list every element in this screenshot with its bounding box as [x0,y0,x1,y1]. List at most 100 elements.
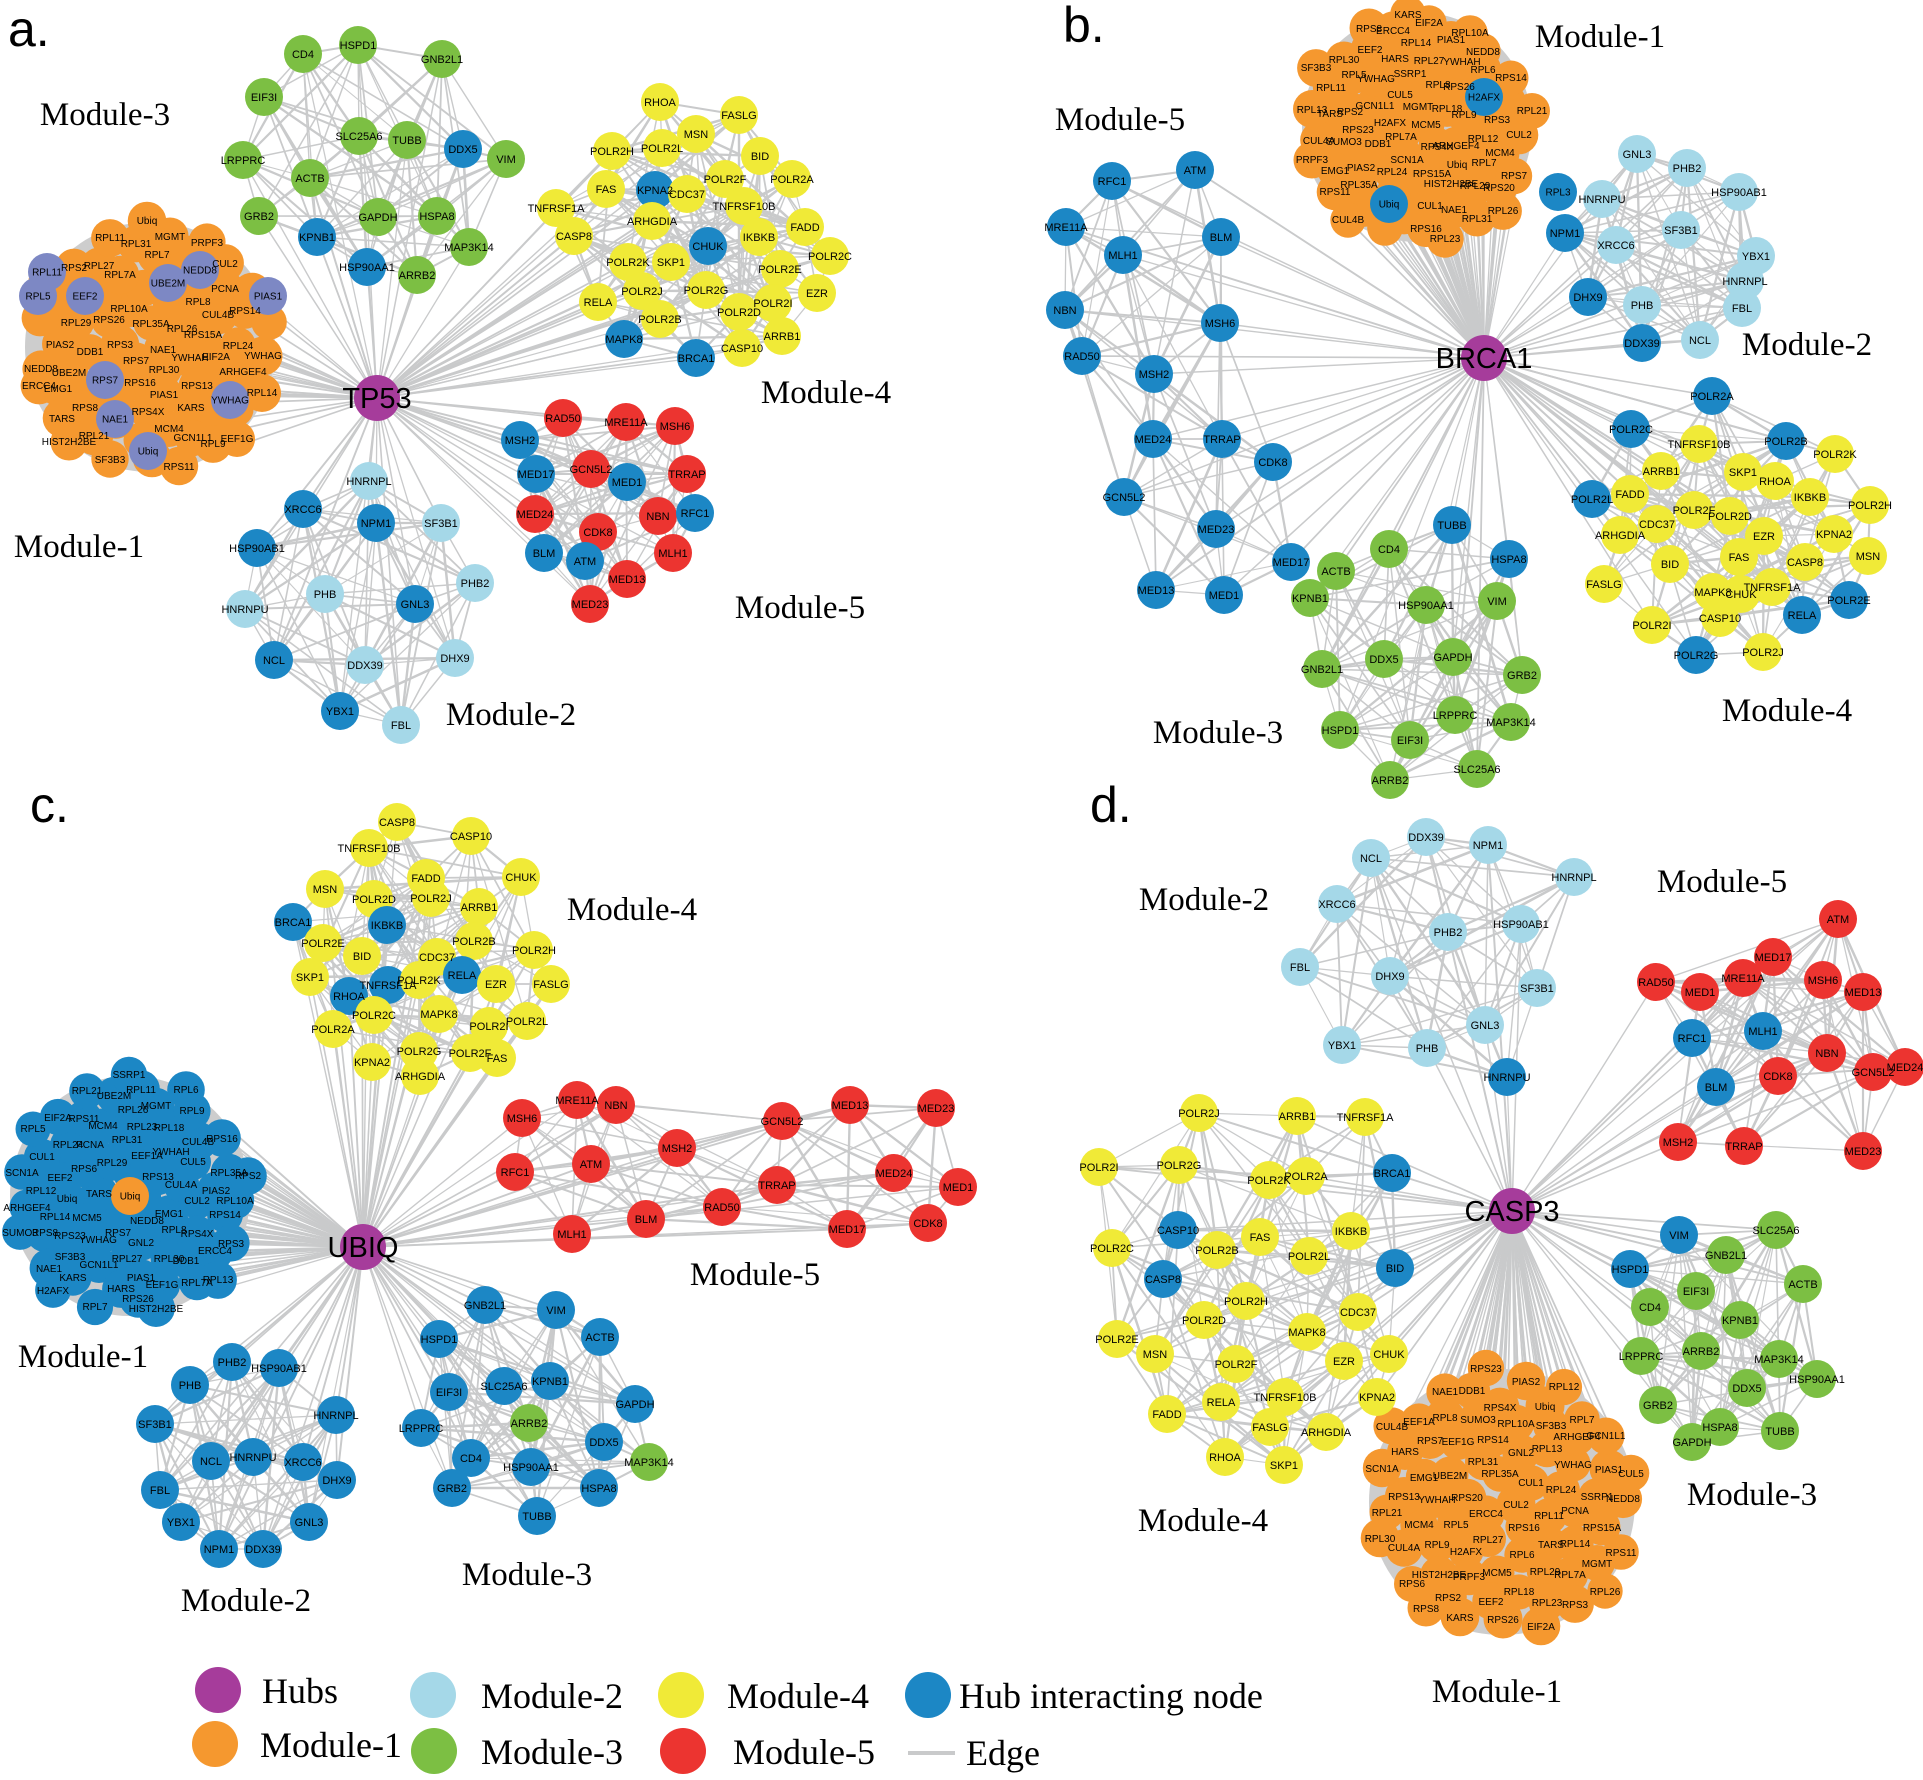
svg-text:NEDD8: NEDD8 [183,266,217,277]
svg-text:RPL14: RPL14 [1401,38,1432,49]
svg-text:POLR2C: POLR2C [1609,424,1653,436]
svg-text:HNRNPU: HNRNPU [1578,194,1625,206]
svg-text:EMG1: EMG1 [1410,1473,1439,1484]
svg-text:CUL1: CUL1 [1417,201,1443,212]
svg-text:CHUK: CHUK [692,241,724,253]
svg-text:MED17: MED17 [1273,557,1310,569]
svg-text:RELA: RELA [1788,610,1817,622]
svg-text:MCM5: MCM5 [72,1213,102,1224]
svg-text:GNB2L1: GNB2L1 [1301,664,1343,676]
svg-text:HSP90AA1: HSP90AA1 [1789,1374,1845,1386]
svg-text:KPNB1: KPNB1 [1292,593,1328,605]
svg-text:Module-5: Module-5 [735,590,865,626]
svg-text:MAP3K14: MAP3K14 [444,242,494,254]
svg-text:YWHAG: YWHAG [211,396,249,407]
svg-text:DHX9: DHX9 [1573,292,1602,304]
svg-text:RPL24: RPL24 [223,341,254,352]
svg-text:TARS: TARS [49,414,75,425]
svg-text:RPL11: RPL11 [1534,1511,1564,1522]
svg-text:CASP8: CASP8 [379,817,415,829]
svg-text:CDC37: CDC37 [1340,1307,1376,1319]
svg-text:EIF2A: EIF2A [1527,1622,1555,1633]
svg-text:HSP90AA1: HSP90AA1 [503,1462,559,1474]
svg-text:HSPD1: HSPD1 [1612,1264,1649,1276]
svg-text:RPL30: RPL30 [149,365,180,376]
svg-text:MLH1: MLH1 [1748,1026,1777,1038]
svg-text:RPL5: RPL5 [1341,70,1366,81]
svg-text:YWHAG: YWHAG [1357,74,1395,85]
svg-text:RPL26: RPL26 [1488,206,1519,217]
svg-text:NEDD8: NEDD8 [130,1216,164,1227]
svg-text:POLR2A: POLR2A [1284,1171,1328,1183]
svg-text:CDC37: CDC37 [419,952,455,964]
svg-text:H2AFX: H2AFX [1450,1547,1483,1558]
svg-text:GNB2L1: GNB2L1 [464,1300,506,1312]
svg-text:SSRP1: SSRP1 [1581,1492,1614,1503]
svg-text:ARHGDIA: ARHGDIA [395,1071,446,1083]
svg-text:YWHAG: YWHAG [79,1235,117,1246]
svg-text:CUL4A: CUL4A [1303,136,1336,147]
svg-text:LRPPRC: LRPPRC [399,1423,444,1435]
svg-text:RPS4X: RPS4X [132,407,165,418]
svg-text:MAP3K14: MAP3K14 [1486,717,1536,729]
svg-text:POLR2H: POLR2H [1848,500,1892,512]
svg-text:RPL12: RPL12 [1468,134,1499,145]
svg-text:RPS7: RPS7 [1501,171,1528,182]
svg-text:DDX5: DDX5 [1369,654,1398,666]
svg-text:SSRP1: SSRP1 [113,1070,146,1081]
svg-text:d.: d. [1090,777,1132,833]
svg-text:RPS15A: RPS15A [1413,169,1452,180]
svg-text:PHB: PHB [1416,1043,1439,1055]
svg-text:FADD: FADD [1152,1409,1181,1421]
svg-text:GCN1L1: GCN1L1 [174,433,213,444]
svg-text:MRE11A: MRE11A [555,1095,599,1107]
svg-text:RPL31: RPL31 [112,1135,143,1146]
svg-text:PRPF3: PRPF3 [191,238,224,249]
svg-text:SF3B1: SF3B1 [138,1419,172,1431]
svg-text:ARRB2: ARRB2 [511,1418,548,1430]
svg-text:GRB2: GRB2 [1507,670,1537,682]
svg-text:MAPK8: MAPK8 [1288,1327,1325,1339]
svg-text:RPL9: RPL9 [1451,110,1476,121]
svg-text:TNFRSF10B: TNFRSF10B [1254,1392,1317,1404]
svg-text:CUL4A: CUL4A [1388,1543,1421,1554]
svg-text:MED13: MED13 [1138,585,1175,597]
svg-text:PIAS1: PIAS1 [127,1273,156,1284]
svg-text:RPL8: RPL8 [1432,1413,1457,1424]
svg-text:YBX1: YBX1 [1328,1040,1356,1052]
svg-text:HARS: HARS [1391,1447,1419,1458]
svg-text:DDX39: DDX39 [1408,832,1443,844]
svg-text:MCM4: MCM4 [154,424,184,435]
svg-text:POLR2L: POLR2L [1571,494,1613,506]
svg-text:EIF3I: EIF3I [1683,1286,1709,1298]
svg-text:RPS2: RPS2 [235,1171,262,1182]
svg-text:HNRNPL: HNRNPL [313,1410,358,1422]
svg-text:KARS: KARS [1394,10,1422,21]
svg-text:ARHGEF4: ARHGEF4 [219,367,267,378]
svg-text:HNRNPL: HNRNPL [1722,276,1767,288]
svg-text:RPL10A: RPL10A [1451,28,1489,39]
svg-text:H2AFX: H2AFX [1468,93,1501,104]
svg-text:UBE2M: UBE2M [97,1091,131,1102]
svg-text:RPL11: RPL11 [95,233,125,244]
svg-text:Ubiq: Ubiq [1447,160,1468,171]
svg-text:BID: BID [1661,559,1679,571]
svg-text:RPS16: RPS16 [1508,1523,1540,1534]
svg-text:TNFRSF10B: TNFRSF10B [713,201,776,213]
svg-text:BID: BID [353,951,371,963]
svg-text:GCN1L1: GCN1L1 [80,1260,119,1271]
svg-text:KARS: KARS [177,403,205,414]
svg-text:SF3B1: SF3B1 [1664,225,1698,237]
svg-text:BLM: BLM [635,1214,658,1226]
svg-text:NBN: NBN [1053,305,1076,317]
svg-text:PRPF3: PRPF3 [1296,155,1329,166]
svg-text:RPL29: RPL29 [61,318,92,329]
svg-text:RPS13: RPS13 [1388,1492,1420,1503]
svg-text:ARRB1: ARRB1 [1643,466,1680,478]
svg-text:MSH6: MSH6 [1808,975,1839,987]
svg-text:YWHAG: YWHAG [244,351,282,362]
svg-text:RPL18: RPL18 [1432,104,1463,115]
svg-text:MAPK8: MAPK8 [1694,587,1731,599]
svg-text:SLC25A6: SLC25A6 [1752,1225,1799,1237]
svg-text:EMG1: EMG1 [44,384,73,395]
